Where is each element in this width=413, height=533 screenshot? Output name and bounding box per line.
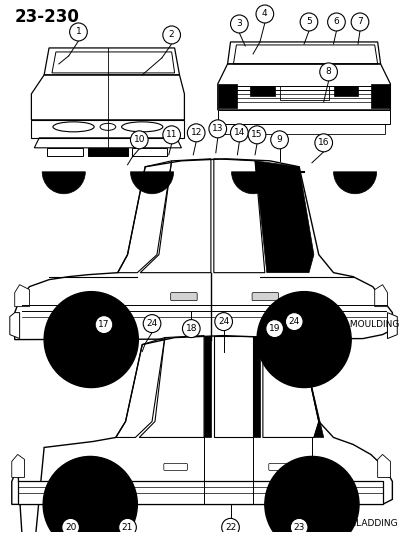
Circle shape <box>162 26 180 44</box>
Text: 19: 19 <box>268 324 280 333</box>
Text: 24: 24 <box>146 319 157 328</box>
Circle shape <box>209 120 226 138</box>
Circle shape <box>119 519 136 533</box>
Polygon shape <box>254 161 313 273</box>
Text: 10: 10 <box>133 135 145 144</box>
Circle shape <box>64 312 119 368</box>
Circle shape <box>130 131 148 149</box>
Text: 16: 16 <box>317 139 329 147</box>
Text: 24: 24 <box>218 317 229 326</box>
Text: 23-230: 23-230 <box>15 8 79 26</box>
Text: 4: 4 <box>261 10 267 19</box>
Circle shape <box>290 519 307 533</box>
Circle shape <box>143 314 161 333</box>
Circle shape <box>299 13 317 31</box>
Polygon shape <box>252 336 259 438</box>
Text: 3: 3 <box>236 20 242 28</box>
Circle shape <box>256 292 350 387</box>
Text: 22: 22 <box>224 523 235 532</box>
Text: 5: 5 <box>305 18 311 27</box>
Text: 11: 11 <box>166 131 177 139</box>
Polygon shape <box>301 344 323 438</box>
Circle shape <box>162 126 180 144</box>
Wedge shape <box>333 172 376 194</box>
Text: 13: 13 <box>211 124 223 133</box>
Wedge shape <box>231 172 274 194</box>
Polygon shape <box>18 481 382 504</box>
Circle shape <box>265 320 283 337</box>
Circle shape <box>221 519 239 533</box>
Polygon shape <box>333 86 357 96</box>
Polygon shape <box>12 336 392 533</box>
Text: 21: 21 <box>121 523 133 532</box>
Circle shape <box>69 23 87 41</box>
Text: 12: 12 <box>190 128 202 138</box>
Text: 6: 6 <box>333 18 339 27</box>
Polygon shape <box>15 159 392 340</box>
Text: 23: 23 <box>293 523 304 532</box>
Polygon shape <box>10 313 19 338</box>
Text: — CLADDING: — CLADDING <box>337 519 397 528</box>
Circle shape <box>270 131 288 149</box>
Text: 15: 15 <box>251 131 262 139</box>
Circle shape <box>182 320 199 337</box>
FancyBboxPatch shape <box>268 463 292 471</box>
Circle shape <box>43 456 137 533</box>
Circle shape <box>276 312 331 368</box>
Polygon shape <box>88 148 127 156</box>
Polygon shape <box>12 455 24 478</box>
Circle shape <box>214 313 232 330</box>
Circle shape <box>314 134 332 152</box>
FancyBboxPatch shape <box>164 463 187 471</box>
Polygon shape <box>15 285 29 306</box>
Circle shape <box>230 124 247 142</box>
Wedge shape <box>42 172 85 194</box>
Text: 24: 24 <box>288 317 299 326</box>
Circle shape <box>95 316 112 334</box>
FancyBboxPatch shape <box>252 293 278 301</box>
FancyBboxPatch shape <box>170 293 197 301</box>
Polygon shape <box>132 148 166 156</box>
Text: 8: 8 <box>325 67 331 76</box>
Text: 93423  230: 93423 230 <box>289 504 349 514</box>
Text: 20: 20 <box>65 523 76 532</box>
Circle shape <box>285 313 302 330</box>
Polygon shape <box>370 84 389 108</box>
Circle shape <box>187 124 204 142</box>
Text: 7: 7 <box>356 18 362 27</box>
Polygon shape <box>47 148 83 156</box>
Circle shape <box>264 456 358 533</box>
Polygon shape <box>217 84 237 108</box>
Polygon shape <box>374 285 387 306</box>
Circle shape <box>247 126 265 144</box>
Circle shape <box>350 13 368 31</box>
Polygon shape <box>387 313 396 338</box>
Polygon shape <box>377 455 389 478</box>
Text: — MOULDING: — MOULDING <box>337 320 399 329</box>
Polygon shape <box>249 86 274 96</box>
Wedge shape <box>130 172 173 194</box>
Circle shape <box>62 519 79 533</box>
Text: 14: 14 <box>233 128 244 138</box>
Text: 2: 2 <box>169 30 174 39</box>
Circle shape <box>230 15 247 33</box>
Circle shape <box>44 292 138 387</box>
Polygon shape <box>279 86 328 100</box>
Text: 18: 18 <box>185 324 197 333</box>
Circle shape <box>319 63 337 81</box>
Circle shape <box>284 477 339 532</box>
Text: 17: 17 <box>98 320 109 329</box>
Circle shape <box>255 5 273 23</box>
Circle shape <box>327 13 344 31</box>
Circle shape <box>63 477 117 532</box>
Text: 9: 9 <box>276 135 282 144</box>
Text: 1: 1 <box>76 28 81 36</box>
Polygon shape <box>204 336 210 438</box>
